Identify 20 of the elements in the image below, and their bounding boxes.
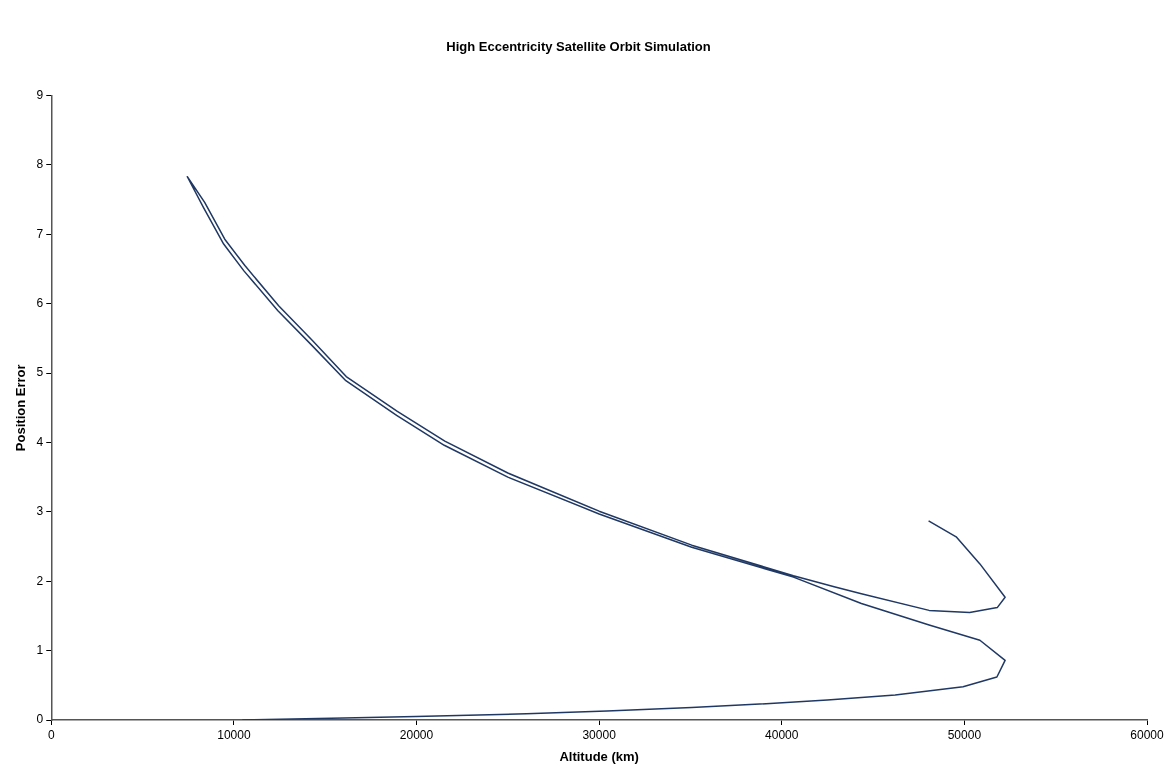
x-tick-label: 50000 xyxy=(947,727,982,742)
y-tick-label: 3 xyxy=(36,504,44,519)
x-tick-label: 0 xyxy=(47,727,55,742)
x-axis-title: Altitude (km) xyxy=(559,748,639,764)
x-tick-label: 40000 xyxy=(765,727,799,742)
y-tick-label: 8 xyxy=(36,157,44,172)
y-tick-label: 5 xyxy=(36,365,44,380)
y-tick-label: 6 xyxy=(36,296,44,311)
y-tick-label: 0 xyxy=(36,712,44,727)
x-tick-label: 60000 xyxy=(1130,727,1165,742)
y-axis-title: Position Error xyxy=(13,364,29,452)
y-tick-label: 7 xyxy=(36,226,44,241)
chart-title: High Eccentricity Satellite Orbit Simulation xyxy=(446,39,711,55)
x-tick-label: 20000 xyxy=(399,727,434,742)
x-tick-label: 10000 xyxy=(217,727,251,742)
x-tick-label: 30000 xyxy=(582,727,617,742)
y-tick-label: 1 xyxy=(36,642,44,657)
y-tick-label: 2 xyxy=(36,573,44,588)
y-tick-label: 4 xyxy=(36,434,44,449)
y-tick-label: 9 xyxy=(36,87,44,102)
